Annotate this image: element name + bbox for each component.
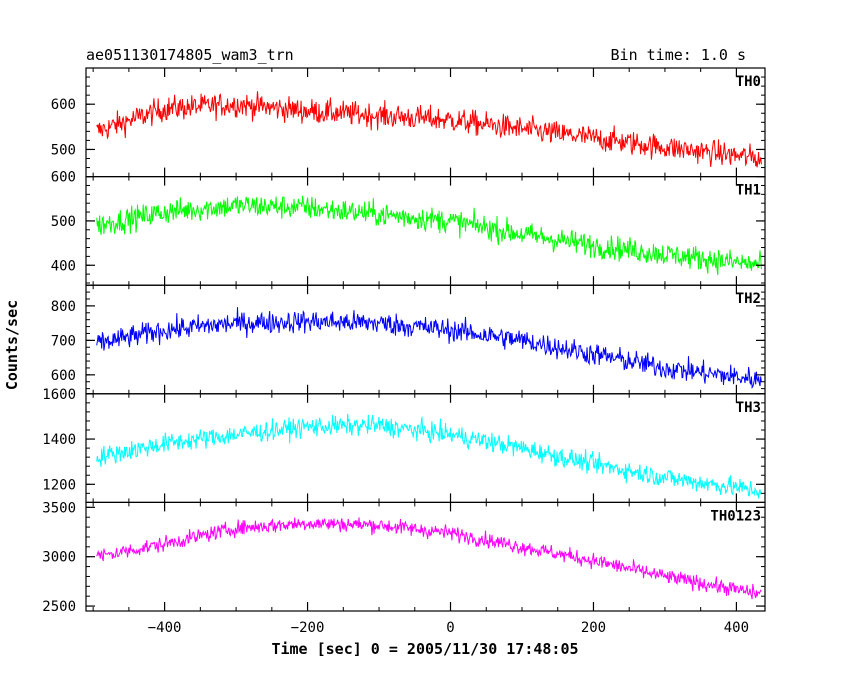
series-th0 bbox=[96, 91, 762, 168]
bin-time-label: Bin time: 1.0 s bbox=[611, 46, 746, 64]
panel-th0123: 2500 3000 3500 TH0123 bbox=[42, 500, 766, 615]
y-tick-label: 500 bbox=[51, 142, 76, 158]
panel-frame bbox=[85, 501, 766, 612]
x-tick-label: −400 bbox=[148, 620, 182, 636]
y-tick-label: 1400 bbox=[42, 432, 76, 448]
panel-th3: 1200 1400 1600 TH3 bbox=[42, 387, 766, 503]
panel-frame bbox=[85, 67, 766, 178]
y-tick-label: 1200 bbox=[42, 477, 76, 493]
panel-label: TH2 bbox=[736, 291, 761, 307]
y-tick-label: 700 bbox=[51, 333, 76, 349]
panel-frame bbox=[85, 393, 766, 503]
panel-frame bbox=[85, 284, 766, 395]
y-tick-label: 3500 bbox=[42, 500, 76, 516]
panels-group: 500 600 TH0 400 500 600 TH1 600 700 800 TH2 1200 140… bbox=[42, 67, 766, 615]
chart-title: ae051130174805_wam3_trn bbox=[86, 46, 294, 64]
y-axis-label: Counts/sec bbox=[3, 300, 21, 390]
panel-label: TH0123 bbox=[710, 508, 761, 524]
x-axis-label: Time [sec] 0 = 2005/11/30 17:48:05 bbox=[271, 640, 578, 658]
x-tick-label: 400 bbox=[724, 620, 749, 636]
y-tick-label: 1600 bbox=[42, 387, 76, 403]
y-tick-label: 400 bbox=[51, 258, 76, 274]
x-tick-label: 0 bbox=[446, 620, 454, 636]
series-th1 bbox=[96, 195, 762, 276]
y-tick-label: 3000 bbox=[42, 550, 76, 566]
series-th3 bbox=[96, 413, 762, 499]
panel-label: TH3 bbox=[736, 400, 761, 416]
panel-label: TH1 bbox=[736, 183, 761, 199]
series-th2 bbox=[96, 307, 762, 389]
x-axis: −400 −200 0 200 400 bbox=[148, 620, 749, 636]
y-tick-label: 2500 bbox=[42, 599, 76, 615]
y-tick-label: 600 bbox=[51, 170, 76, 186]
y-tick-label: 600 bbox=[51, 368, 76, 384]
y-tick-label: 600 bbox=[51, 97, 76, 113]
y-tick-label: 500 bbox=[51, 214, 76, 230]
y-tick-label: 800 bbox=[51, 299, 76, 315]
x-tick-label: 200 bbox=[581, 620, 606, 636]
panel-label: TH0 bbox=[736, 74, 761, 90]
panel-th1: 400 500 600 TH1 bbox=[51, 170, 766, 286]
x-tick-label: −200 bbox=[291, 620, 325, 636]
series-th0123 bbox=[96, 517, 762, 600]
panel-th2: 600 700 800 TH2 bbox=[51, 284, 766, 395]
panel-th0: 500 600 TH0 bbox=[51, 67, 766, 178]
